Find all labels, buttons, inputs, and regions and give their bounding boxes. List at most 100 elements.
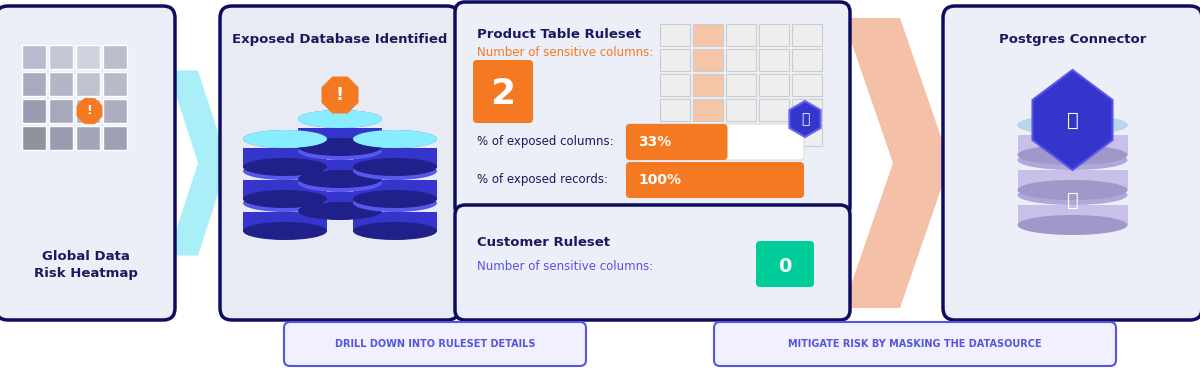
- FancyBboxPatch shape: [284, 322, 586, 366]
- Bar: [660, 99, 690, 121]
- Bar: [792, 49, 822, 71]
- Ellipse shape: [1018, 145, 1128, 165]
- Text: Postgres Connector: Postgres Connector: [998, 33, 1146, 47]
- Bar: [726, 99, 756, 121]
- Polygon shape: [790, 101, 821, 137]
- Ellipse shape: [353, 190, 437, 208]
- Text: !: !: [336, 86, 344, 104]
- Bar: [726, 74, 756, 96]
- Text: % of exposed columns:: % of exposed columns:: [478, 136, 613, 149]
- Ellipse shape: [353, 222, 437, 240]
- Ellipse shape: [242, 194, 326, 212]
- Bar: [660, 24, 690, 46]
- Ellipse shape: [1018, 215, 1128, 235]
- Ellipse shape: [353, 130, 437, 148]
- FancyBboxPatch shape: [220, 6, 458, 320]
- Bar: [694, 49, 722, 71]
- Text: ⦾: ⦾: [800, 112, 809, 126]
- Bar: [49, 72, 73, 96]
- Bar: [353, 212, 437, 231]
- Bar: [792, 24, 822, 46]
- Ellipse shape: [298, 110, 382, 128]
- Ellipse shape: [298, 138, 382, 156]
- Bar: [353, 180, 437, 199]
- Ellipse shape: [298, 110, 382, 128]
- Bar: [1018, 205, 1128, 225]
- Text: % of exposed records:: % of exposed records:: [478, 174, 608, 186]
- Bar: [760, 74, 790, 96]
- Bar: [1018, 170, 1128, 190]
- FancyBboxPatch shape: [626, 124, 804, 160]
- Bar: [22, 99, 46, 123]
- Bar: [22, 126, 46, 150]
- Text: 100%: 100%: [638, 173, 682, 187]
- Bar: [694, 124, 722, 146]
- Ellipse shape: [298, 170, 382, 188]
- Bar: [760, 49, 790, 71]
- Bar: [660, 49, 690, 71]
- FancyBboxPatch shape: [626, 124, 727, 160]
- FancyBboxPatch shape: [455, 205, 850, 320]
- Bar: [760, 124, 790, 146]
- Bar: [49, 99, 73, 123]
- Bar: [792, 124, 822, 146]
- Bar: [726, 124, 756, 146]
- Ellipse shape: [242, 190, 326, 208]
- Bar: [22, 72, 46, 96]
- Ellipse shape: [1018, 150, 1128, 170]
- FancyBboxPatch shape: [455, 2, 850, 217]
- Ellipse shape: [242, 130, 326, 148]
- Ellipse shape: [353, 130, 437, 148]
- FancyBboxPatch shape: [714, 322, 1116, 366]
- Ellipse shape: [353, 158, 437, 176]
- Text: 33%: 33%: [638, 135, 671, 149]
- Ellipse shape: [1018, 115, 1128, 135]
- Polygon shape: [322, 77, 359, 114]
- Text: Customer Ruleset: Customer Ruleset: [478, 236, 610, 249]
- Bar: [103, 45, 127, 69]
- Polygon shape: [842, 18, 950, 308]
- Ellipse shape: [353, 162, 437, 180]
- Polygon shape: [448, 18, 570, 308]
- Text: !: !: [86, 104, 92, 117]
- Bar: [76, 126, 100, 150]
- Bar: [49, 45, 73, 69]
- Bar: [298, 192, 382, 211]
- Ellipse shape: [1018, 185, 1128, 205]
- Text: MITIGATE RISK BY MASKING THE DATASOURCE: MITIGATE RISK BY MASKING THE DATASOURCE: [788, 339, 1042, 349]
- Bar: [726, 49, 756, 71]
- Bar: [1018, 135, 1128, 155]
- FancyBboxPatch shape: [0, 6, 175, 320]
- Text: Exposed Database Identified: Exposed Database Identified: [232, 33, 448, 47]
- Ellipse shape: [298, 174, 382, 192]
- Text: 0: 0: [779, 258, 792, 276]
- Bar: [103, 126, 127, 150]
- Text: Risk Heatmap: Risk Heatmap: [34, 266, 138, 280]
- Bar: [792, 74, 822, 96]
- Bar: [76, 72, 100, 96]
- Bar: [353, 148, 437, 167]
- Polygon shape: [448, 220, 520, 308]
- Bar: [103, 99, 127, 123]
- Bar: [242, 212, 326, 231]
- FancyBboxPatch shape: [626, 162, 804, 198]
- Polygon shape: [1032, 70, 1112, 170]
- Text: 2: 2: [491, 77, 516, 111]
- Text: Product Table Ruleset: Product Table Ruleset: [478, 27, 641, 40]
- Bar: [760, 99, 790, 121]
- Ellipse shape: [1018, 115, 1128, 135]
- Bar: [694, 99, 722, 121]
- Bar: [694, 24, 722, 46]
- Text: Number of sensitive columns:: Number of sensitive columns:: [478, 45, 653, 59]
- Text: ⦾: ⦾: [1067, 191, 1079, 209]
- Ellipse shape: [353, 194, 437, 212]
- Ellipse shape: [242, 158, 326, 176]
- FancyBboxPatch shape: [756, 241, 814, 287]
- Ellipse shape: [1018, 180, 1128, 200]
- Bar: [76, 45, 100, 69]
- Bar: [22, 45, 46, 69]
- FancyBboxPatch shape: [473, 60, 533, 123]
- Polygon shape: [168, 70, 228, 256]
- Bar: [660, 124, 690, 146]
- Polygon shape: [77, 98, 102, 124]
